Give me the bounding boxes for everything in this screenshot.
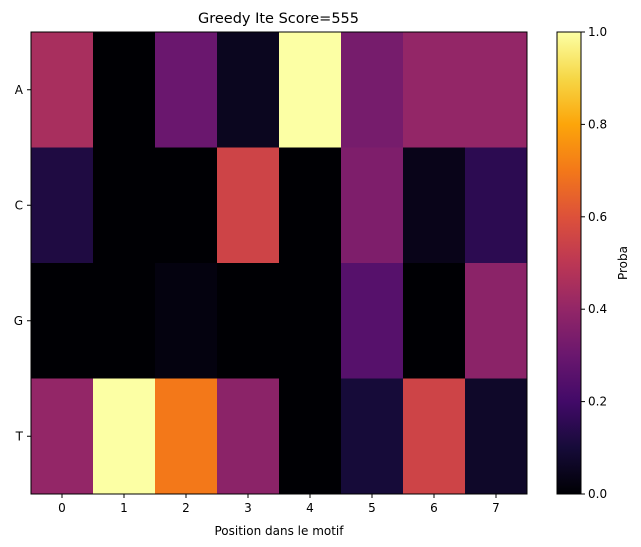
heatmap-cell-G-2 <box>155 263 218 379</box>
x-tick-label: 5 <box>368 501 376 515</box>
heatmap-cell-C-0 <box>31 147 94 264</box>
colorbar-tick-label: 0.8 <box>588 117 607 131</box>
x-tick-label: 1 <box>120 501 128 515</box>
heatmap-cell-A-6 <box>403 32 466 148</box>
y-tick-label: T <box>15 429 24 443</box>
x-tick-label: 7 <box>492 501 500 515</box>
heatmap-cell-C-4 <box>279 147 342 264</box>
heatmap-cell-T-7 <box>465 378 528 495</box>
x-axis-label: Position dans le motif <box>214 524 344 538</box>
heatmap-cell-G-7 <box>465 263 528 379</box>
x-tick-label: 0 <box>58 501 66 515</box>
x-tick-label: 6 <box>430 501 438 515</box>
x-tick-label: 2 <box>182 501 190 515</box>
colorbar-tick-label: 0.4 <box>588 302 607 316</box>
heatmap-cell-A-5 <box>341 32 404 148</box>
x-tick-label: 3 <box>244 501 252 515</box>
heatmap-cell-G-3 <box>217 263 280 379</box>
heatmap-cell-C-7 <box>465 147 528 264</box>
y-tick-label: A <box>15 83 24 97</box>
chart-title: Greedy Ite Score=555 <box>198 11 359 27</box>
y-tick-label: G <box>14 314 23 328</box>
heatmap-cell-G-5 <box>341 263 404 379</box>
colorbar-tick-label: 0.2 <box>588 395 607 409</box>
heatmap-cell-A-1 <box>93 32 156 148</box>
colorbar-label: Proba <box>616 246 630 280</box>
colorbar-tick-label: 0.6 <box>588 210 607 224</box>
colorbar-frame <box>556 31 582 495</box>
heatmap-cell-G-0 <box>31 263 94 379</box>
heatmap-cell-C-1 <box>93 147 156 264</box>
heatmap-cell-C-2 <box>155 147 218 264</box>
heatmap-cell-A-2 <box>155 32 218 148</box>
heatmap-cell-G-4 <box>279 263 342 379</box>
heatmap-cell-A-3 <box>217 32 280 148</box>
heatmap-cell-C-5 <box>341 147 404 264</box>
heatmap-cell-T-6 <box>403 378 466 495</box>
heatmap-cell-C-6 <box>403 147 466 264</box>
heatmap-cell-C-3 <box>217 147 280 264</box>
heatmap-cell-T-2 <box>155 378 218 495</box>
colorbar-ticks: 0.0 0.2 0.4 0.6 0.8 1.0 <box>581 25 607 501</box>
y-axis-ticks: A C G T <box>14 83 31 443</box>
heatmap-cell-T-3 <box>217 378 280 495</box>
heatmap-cell-T-5 <box>341 378 404 495</box>
heatmap-cell-G-6 <box>403 263 466 379</box>
heatmap-cell-T-0 <box>31 378 94 495</box>
x-axis-ticks: 0 1 2 3 4 5 6 7 <box>58 494 500 515</box>
heatmap-cell-A-7 <box>465 32 528 148</box>
heatmap-cell-T-1 <box>93 378 156 495</box>
colorbar <box>557 32 581 494</box>
y-tick-label: C <box>15 198 23 212</box>
heatmap-cell-A-0 <box>31 32 94 148</box>
heatmap-cell-G-1 <box>93 263 156 379</box>
colorbar-tick-label: 0.0 <box>588 487 607 501</box>
heatmap-cells <box>31 32 528 495</box>
heatmap-cell-A-4 <box>279 32 342 148</box>
plot-frame <box>30 31 528 495</box>
heatmap-cell-T-4 <box>279 378 342 495</box>
x-tick-label: 4 <box>306 501 314 515</box>
colorbar-tick-label: 1.0 <box>588 25 607 39</box>
